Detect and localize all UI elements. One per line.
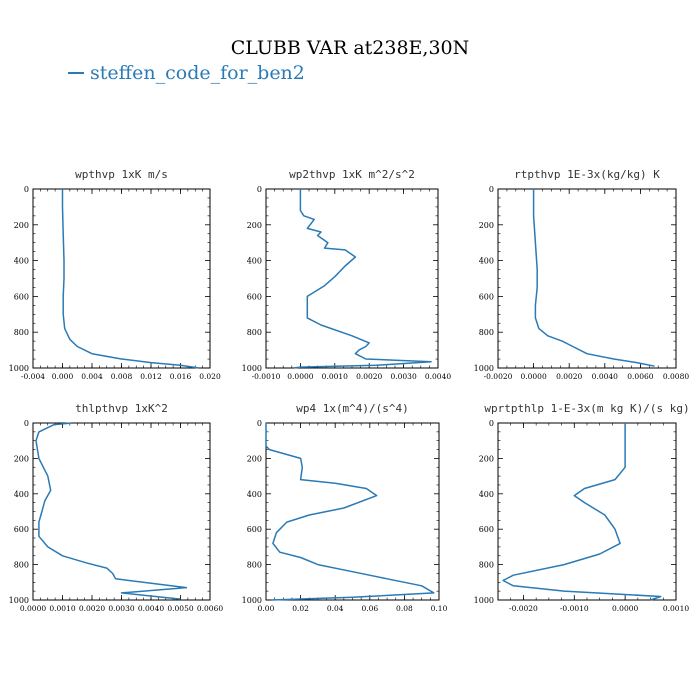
x-tick-label: -0.0010 <box>252 372 281 381</box>
y-tick-label: 400 <box>14 490 29 499</box>
x-tick-label: 0.0060 <box>627 372 653 381</box>
y-tick-label: 0 <box>24 185 29 194</box>
y-tick-label: 400 <box>14 257 29 266</box>
series-line-1 <box>502 423 662 601</box>
x-tick-label: 0.008 <box>111 372 133 381</box>
legend-label: steffen_code_for_ben2 <box>90 62 305 84</box>
figure-legend: steffen_code_for_ben2 <box>68 62 305 84</box>
plot-frame <box>265 422 440 601</box>
y-tick-label: 0 <box>489 419 494 428</box>
y-tick-label: 800 <box>247 561 262 570</box>
y-tick-label: 400 <box>247 490 262 499</box>
x-tick-label: 0.04 <box>327 604 344 613</box>
y-tick-label: 200 <box>479 221 494 230</box>
y-tick-label: 600 <box>247 525 262 534</box>
y-tick-label: 800 <box>479 561 494 570</box>
plot-frame <box>32 422 211 601</box>
x-tick-label: 0.02 <box>292 604 309 613</box>
x-tick-label: -0.0010 <box>560 604 589 613</box>
chart-panel-1: wpthvp 1xK m/s 0 200 400 600 800 1000-0.004 0.0… <box>9 168 221 381</box>
series-line-1 <box>35 422 188 600</box>
y-tick-label: 1000 <box>242 364 262 373</box>
x-tick-label: -0.0020 <box>509 604 538 613</box>
panel-title: wpthvp 1xK m/s <box>75 168 168 181</box>
x-tick-label: 0.00 <box>258 604 275 613</box>
y-tick-label: 600 <box>247 292 262 301</box>
y-tick-label: 200 <box>14 454 29 463</box>
x-tick-label: 0.10 <box>431 604 448 613</box>
y-tick-label: 200 <box>247 454 262 463</box>
y-tick-label: 800 <box>247 328 262 337</box>
y-tick-label: 200 <box>14 221 29 230</box>
x-tick-label: 0.020 <box>199 372 221 381</box>
x-tick-label: 0.0000 <box>520 372 546 381</box>
y-tick-label: 800 <box>479 328 494 337</box>
y-tick-label: 1000 <box>242 596 262 605</box>
x-tick-label: 0.0020 <box>556 372 582 381</box>
y-tick-label: 600 <box>14 292 29 301</box>
plot-frame <box>497 188 677 369</box>
y-tick-label: 800 <box>14 561 29 570</box>
x-tick-label: 0.0000 <box>287 372 313 381</box>
x-tick-label: 0.0040 <box>592 372 618 381</box>
x-tick-label: 0.0040 <box>425 372 451 381</box>
panel-title: rtpthvp 1E-3x(kg/kg) K <box>514 168 660 181</box>
x-tick-label: 0.0010 <box>663 604 689 613</box>
panel-title: thlpthvp 1xK^2 <box>75 402 168 415</box>
x-tick-label: 0.0080 <box>663 372 689 381</box>
y-tick-label: 1000 <box>9 596 29 605</box>
x-tick-label: 0.0020 <box>79 604 105 613</box>
x-tick-label: 0.0010 <box>49 604 75 613</box>
y-tick-label: 1000 <box>9 364 29 373</box>
y-tick-label: 600 <box>479 525 494 534</box>
y-tick-label: 400 <box>479 257 494 266</box>
plot-frame <box>32 188 211 369</box>
chart-panel-6: wprtpthlp 1-E-3x(m kg K)/(s kg) 0 200 400 60… <box>474 402 690 613</box>
series-line-1 <box>532 189 655 367</box>
series-line-1 <box>293 189 432 369</box>
y-tick-label: 400 <box>479 490 494 499</box>
x-tick-label: 0.0000 <box>612 604 638 613</box>
x-tick-label: 0.016 <box>170 372 192 381</box>
x-tick-label: 0.0030 <box>108 604 134 613</box>
chart-panel-2: wp2thvp 1xK m^2/s^2 0 200 400 600 800 1000-0.0… <box>242 168 452 381</box>
series-line-1 <box>265 423 435 601</box>
y-tick-label: 0 <box>24 419 29 428</box>
panel-title: wprtpthlp 1-E-3x(m kg K)/(s kg) <box>484 402 689 415</box>
plot-frame <box>265 188 439 369</box>
y-tick-label: 200 <box>479 454 494 463</box>
x-tick-label: 0.0050 <box>167 604 193 613</box>
x-tick-label: 0.0020 <box>356 372 382 381</box>
x-tick-label: 0.004 <box>81 372 103 381</box>
y-tick-label: 0 <box>257 419 262 428</box>
x-tick-label: 0.0060 <box>197 604 223 613</box>
y-tick-label: 200 <box>247 221 262 230</box>
y-tick-label: 600 <box>14 525 29 534</box>
figure-title: CLUBB VAR at238E,30N <box>231 37 470 59</box>
x-tick-label: 0.000 <box>52 372 74 381</box>
x-tick-label: -0.0020 <box>484 372 513 381</box>
panel-title: wp2thvp 1xK m^2/s^2 <box>289 168 415 181</box>
chart-panel-3: rtpthvp 1E-3x(kg/kg) K 0 200 400 600 800 1000-… <box>474 168 690 381</box>
y-tick-label: 0 <box>489 185 494 194</box>
series-line-1 <box>61 189 200 369</box>
panel-title: wp4 1x(m^4)/(s^4) <box>296 402 409 415</box>
y-tick-label: 1000 <box>474 596 494 605</box>
x-tick-label: 0.0040 <box>138 604 164 613</box>
x-tick-label: 0.012 <box>140 372 162 381</box>
x-tick-label: 0.0030 <box>390 372 416 381</box>
y-tick-label: 800 <box>14 328 29 337</box>
x-tick-label: 0.08 <box>396 604 413 613</box>
y-tick-label: 0 <box>257 185 262 194</box>
x-tick-label: 0.06 <box>361 604 378 613</box>
y-tick-label: 400 <box>247 257 262 266</box>
y-tick-label: 600 <box>479 292 494 301</box>
x-tick-label: 0.0010 <box>322 372 348 381</box>
y-tick-label: 1000 <box>474 364 494 373</box>
x-tick-label: 0.0000 <box>20 604 46 613</box>
x-tick-label: -0.004 <box>21 372 45 381</box>
